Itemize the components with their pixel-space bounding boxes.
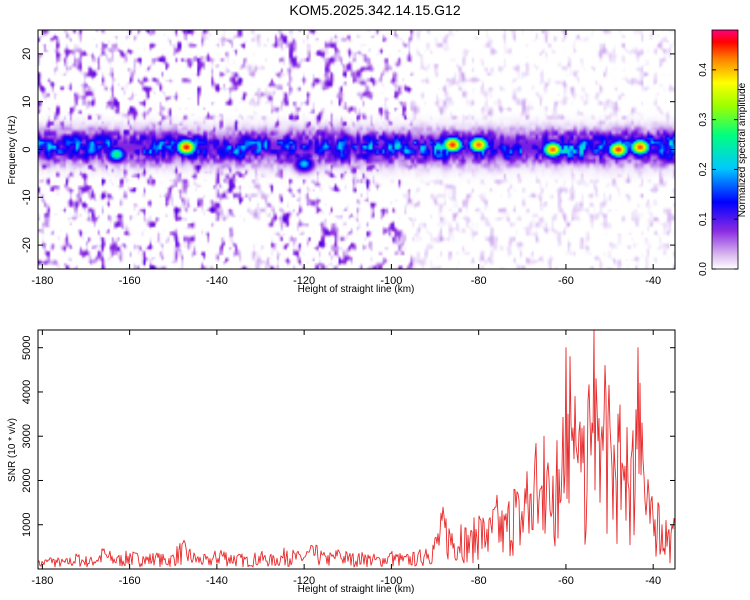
colorbar-tick-label: 0.0: [698, 262, 709, 276]
snr-ylabel: SNR (10 * v/v): [7, 418, 18, 482]
snr-x-tick-label: -120: [293, 575, 315, 587]
spectrogram-y-tick-label: -10: [21, 189, 33, 205]
snr-series-line: [38, 330, 675, 568]
snr-y-tick-label: 5000: [21, 335, 33, 359]
spectrogram-y-tick-label: 10: [21, 96, 33, 108]
snr-xlabel: Height of straight line (km): [298, 584, 415, 595]
spectrogram-x-tick-label: -180: [31, 275, 53, 287]
spectrogram-xlabel: Height of straight line (km): [298, 284, 415, 295]
snr-x-tick-label: -100: [380, 575, 402, 587]
colorbar-tick-label: 0.4: [698, 62, 709, 76]
snr-x-tick-label: -160: [119, 575, 141, 587]
spectrogram-panel: -180 -160 -140 -120 -100 -80 -60 -40 -20-100102…: [7, 29, 676, 295]
snr-x-tick-label: -60: [558, 575, 574, 587]
spectrogram-y-tick-label: 20: [21, 48, 33, 60]
snr-y-tick-label: 1000: [21, 512, 33, 536]
snr-x-tick-label: -80: [471, 575, 487, 587]
spectrogram-x-tick-label: -80: [471, 275, 487, 287]
spectrogram-x-tick-label: -120: [293, 275, 315, 287]
spectrogram-x-tick-label: -100: [380, 275, 402, 287]
snr-x-tick-label: -140: [206, 575, 228, 587]
snr-panel: -180 -160 -140 -120 -100 -80 -60 -40 1000 2000 30…: [7, 329, 676, 595]
colorbar-gradient: [711, 29, 739, 270]
spectrogram-x-tick-label: -140: [206, 275, 228, 287]
snr-x-ticks: -180 -160 -140 -120 -100 -80 -60 -40: [31, 330, 661, 587]
spectrogram-y-tick-label: 0: [21, 146, 33, 152]
spectrogram-x-ticks: -180 -160 -140 -120 -100 -80 -60 -40: [31, 30, 661, 287]
figure-title: KOM5.2025.342.14.15.G12: [289, 2, 460, 18]
snr-frame: [37, 329, 676, 570]
colorbar-ticks: 0.0 0.1 0.2 0.3 0.4: [698, 62, 738, 276]
spectrogram-x-tick-label: -160: [119, 275, 141, 287]
snr-y-ticks: 1000 2000 3000 4000 5000: [21, 335, 675, 537]
colorbar-tick-label: 0.1: [698, 212, 709, 226]
spectrogram-y-ticks: -20 -10 0 10 20: [21, 48, 675, 253]
colorbar: 0.0 0.1 0.2 0.3 0.4 Normalized spectral ampl…: [698, 29, 748, 276]
snr-x-tick-label: -180: [31, 575, 53, 587]
colorbar-label: Normalized spectral amplitude: [737, 82, 748, 217]
colorbar-tick-label: 0.3: [698, 112, 709, 126]
spectrogram-x-tick-label: -40: [645, 275, 661, 287]
snr-y-tick-label: 3000: [21, 424, 33, 448]
snr-y-tick-label: 2000: [21, 468, 33, 492]
snr-y-tick-label: 4000: [21, 380, 33, 404]
spectrogram-heatmap-image: [38, 30, 675, 269]
snr-x-tick-label: -40: [645, 575, 661, 587]
spectrogram-x-tick-label: -60: [558, 275, 574, 287]
spectrogram-ylabel: Frequency (Hz): [7, 116, 18, 185]
spectrogram-y-tick-label: -20: [21, 237, 33, 253]
colorbar-tick-label: 0.2: [698, 162, 709, 176]
